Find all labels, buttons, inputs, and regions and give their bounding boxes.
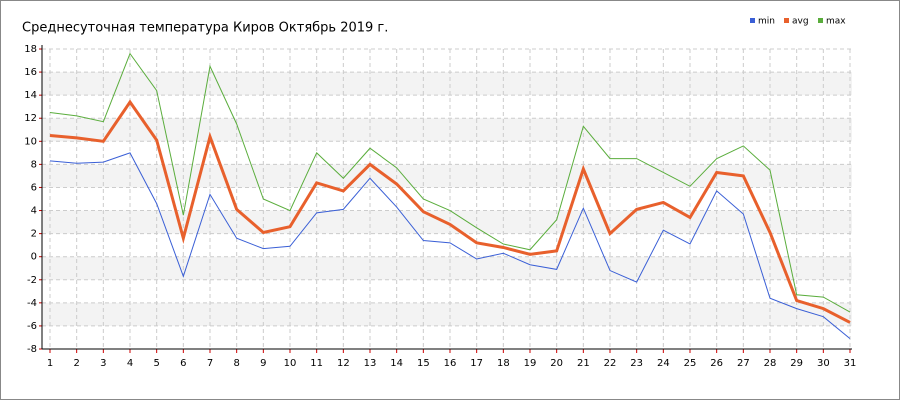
x-tick-label: 2 <box>73 358 79 369</box>
x-tick-label: 22 <box>604 358 617 369</box>
chart-title: Среднесуточная температура Киров Октябрь… <box>22 21 388 36</box>
x-tick-label: 26 <box>710 358 723 369</box>
x-tick-label: 20 <box>550 358 563 369</box>
grid-band <box>42 72 852 96</box>
x-tick-label: 8 <box>233 358 239 369</box>
x-tick-label: 27 <box>737 358 750 369</box>
x-tick-label: 14 <box>390 358 403 369</box>
y-tick-label: 18 <box>24 44 37 55</box>
x-tick-label: 21 <box>577 358 590 369</box>
x-tick-label: 19 <box>524 358 537 369</box>
grid-band <box>42 302 852 326</box>
x-tick-label: 25 <box>684 358 697 369</box>
x-tick-label: 1 <box>47 358 53 369</box>
legend-swatch <box>818 18 823 23</box>
y-tick-label: 16 <box>24 67 37 78</box>
y-tick-label: -2 <box>27 275 37 286</box>
x-tick-label: 9 <box>260 358 266 369</box>
grid-band <box>42 164 852 188</box>
y-tick-label: -6 <box>27 321 37 332</box>
legend: min avg max <box>750 17 846 27</box>
y-tick-label: 14 <box>24 90 37 101</box>
x-tick-label: 28 <box>764 358 777 369</box>
x-tick-label: 30 <box>817 358 830 369</box>
legend-label: max <box>826 17 846 27</box>
x-tick-label: 11 <box>310 358 323 369</box>
legend-swatch <box>750 18 755 23</box>
x-tick-label: 24 <box>657 358 670 369</box>
x-tick-label: 12 <box>337 358 350 369</box>
x-tick-label: 23 <box>630 358 643 369</box>
x-tick-label: 31 <box>844 358 857 369</box>
x-tick-label: 16 <box>444 358 457 369</box>
legend-label: avg <box>792 17 809 27</box>
series-line <box>49 152 851 340</box>
legend-swatch <box>784 18 789 23</box>
x-tick-label: 18 <box>497 358 510 369</box>
plot-area <box>42 48 852 350</box>
y-tick-label: 8 <box>31 159 37 170</box>
x-tick-label: 4 <box>127 358 133 369</box>
y-tick-label: 6 <box>31 182 37 193</box>
y-tick-label: 2 <box>31 229 37 240</box>
y-tick-label: 12 <box>24 113 37 124</box>
x-tick-label: 29 <box>790 358 803 369</box>
grid-band <box>42 118 852 142</box>
x-tick-label: 7 <box>207 358 213 369</box>
series-line <box>49 99 851 324</box>
x-tick-label: 3 <box>100 358 106 369</box>
y-tick-label: 10 <box>24 136 37 147</box>
x-tick-label: 10 <box>284 358 297 369</box>
y-tick-label: 0 <box>31 252 37 263</box>
y-tick-label: 4 <box>31 206 37 217</box>
grid-band <box>42 256 852 280</box>
y-tick-label: -8 <box>27 344 37 355</box>
x-tick-label: 13 <box>364 358 377 369</box>
x-tick-label: 5 <box>153 358 159 369</box>
x-tick-label: 6 <box>180 358 186 369</box>
y-tick-label: -4 <box>27 298 37 309</box>
legend-label: min <box>758 17 775 27</box>
series-line <box>49 52 851 313</box>
x-tick-label: 15 <box>417 358 430 369</box>
x-tick-label: 17 <box>470 358 483 369</box>
